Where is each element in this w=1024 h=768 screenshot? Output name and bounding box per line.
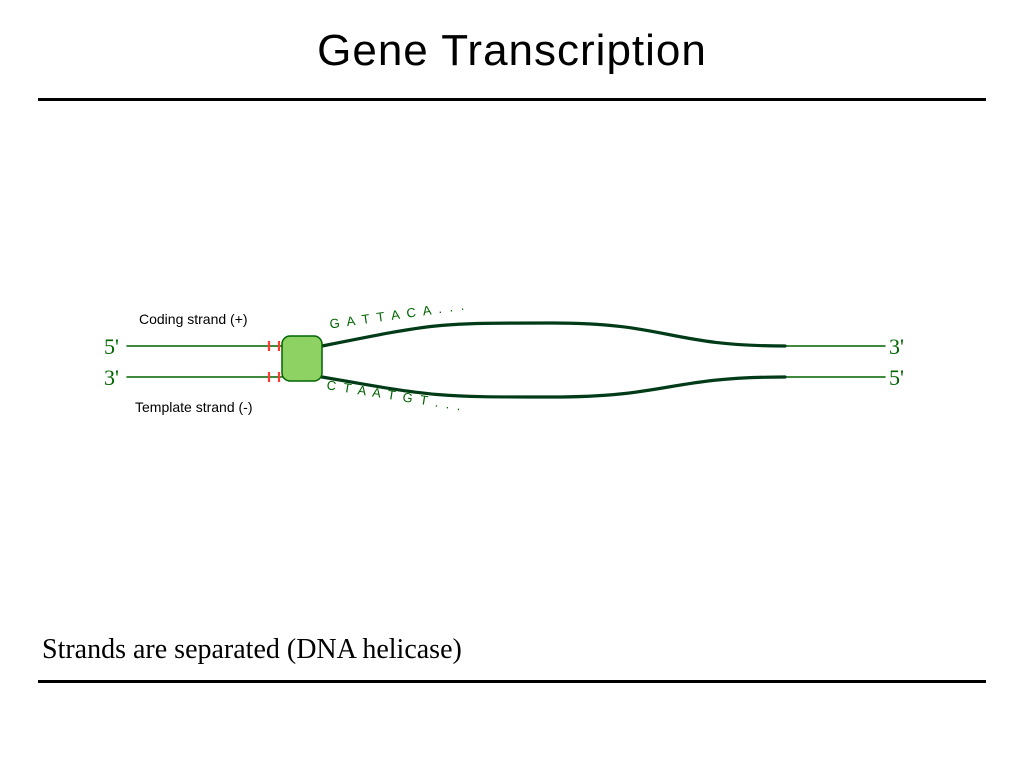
caption: Strands are separated (DNA helicase) [42, 634, 462, 666]
five-prime-left: 5' [104, 334, 119, 360]
coding-strand-label: Coding strand (+) [139, 311, 248, 327]
template-strand-label: Template strand (-) [135, 399, 252, 415]
three-prime-right: 3' [889, 334, 904, 360]
helicase-box [282, 336, 322, 381]
five-prime-right: 5' [889, 365, 904, 391]
three-prime-left: 3' [104, 365, 119, 391]
caption-divider [38, 680, 986, 683]
